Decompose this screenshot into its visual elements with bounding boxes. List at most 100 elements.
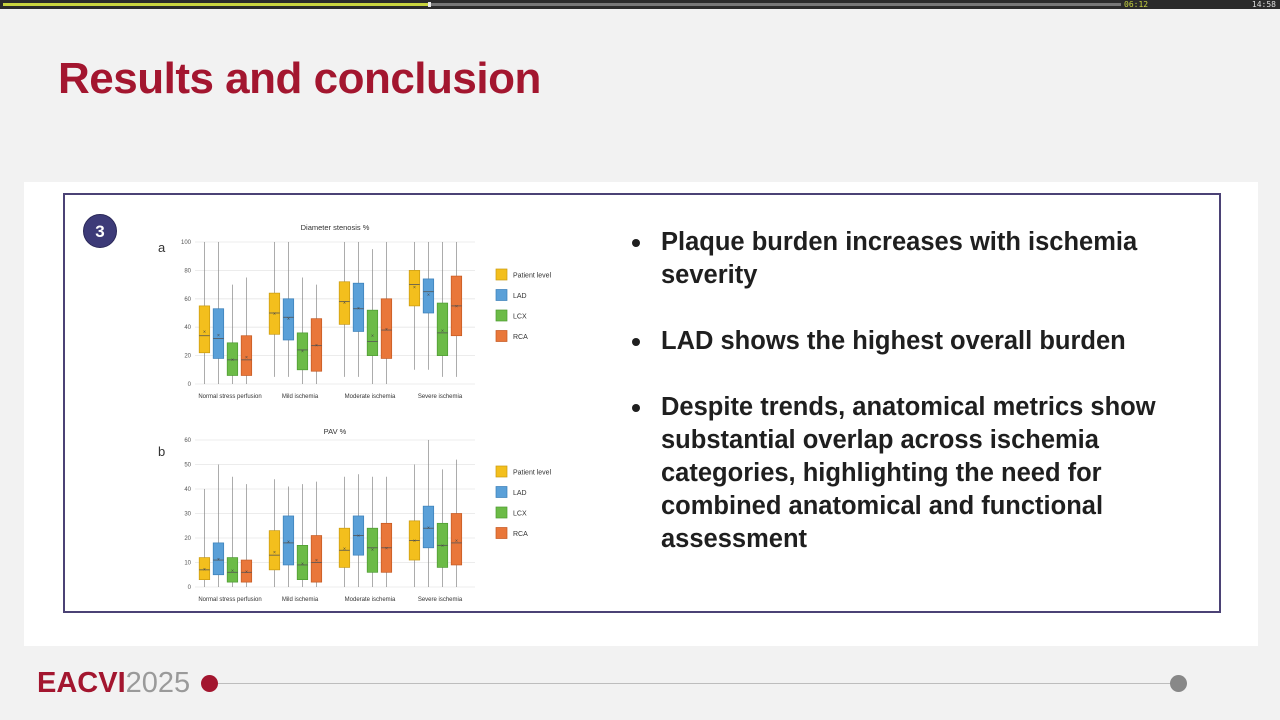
mean-marker: × [385, 546, 388, 552]
mean-marker: × [217, 557, 220, 563]
box-lcx [296, 332, 309, 371]
mean-marker: × [455, 304, 458, 310]
y-tick-label: 30 [184, 512, 191, 518]
box-rca [310, 318, 323, 372]
mean-marker: × [371, 547, 374, 553]
footer-divider [218, 683, 1178, 684]
legend-swatch [495, 465, 508, 478]
progress-fill [3, 3, 428, 6]
slide-title: Results and conclusion [58, 54, 541, 103]
chart-title: PAV % [324, 427, 347, 436]
mean-marker: × [357, 306, 360, 312]
y-tick-label: 10 [184, 561, 191, 567]
mean-marker: × [231, 357, 234, 363]
legend-swatch [495, 309, 508, 322]
mean-marker: × [343, 547, 346, 553]
mean-marker: × [245, 569, 248, 575]
box-lcx [226, 557, 239, 583]
progress-track[interactable] [3, 2, 1121, 7]
mean-marker: × [427, 525, 430, 531]
mean-marker: × [455, 538, 458, 544]
legend-label: RCA [513, 531, 528, 538]
mean-marker: × [413, 538, 416, 544]
mean-marker: × [413, 285, 416, 291]
mean-marker: × [273, 311, 276, 317]
mean-marker: × [315, 343, 318, 349]
box-lad [212, 542, 225, 576]
box-patient-level [338, 527, 351, 568]
elapsed-time: 06:12 [1124, 0, 1149, 9]
y-tick-label: 20 [184, 354, 191, 360]
box-rca [380, 298, 393, 359]
mean-marker: × [301, 349, 304, 355]
legend-label: LCX [513, 511, 527, 518]
box-patient-level [338, 281, 351, 325]
mean-marker: × [231, 569, 234, 575]
x-tick-label: Mild ischemia [282, 597, 319, 603]
y-tick-label: 80 [184, 268, 191, 274]
box-rca [450, 513, 463, 566]
mean-marker: × [357, 534, 360, 540]
box-lcx [436, 302, 449, 356]
box-lad [282, 298, 295, 341]
y-tick-label: 0 [188, 382, 192, 388]
legend-swatch [495, 506, 508, 519]
chart-pav: b PAV % 0 10 20 30 40 50 60 × × × × Normal stress per… [150, 420, 580, 610]
box-lcx [226, 342, 239, 376]
legend-swatch [495, 268, 508, 281]
mean-marker: × [301, 561, 304, 567]
box-patient-level [408, 270, 421, 307]
mean-marker: × [441, 543, 444, 549]
step-badge: 3 [83, 214, 117, 248]
chart-title: Diameter stenosis % [301, 223, 370, 232]
panel-label: a [158, 240, 166, 255]
footer-end-dot [1170, 675, 1187, 692]
legend-swatch [495, 486, 508, 498]
x-tick-label: Severe ischemia [418, 597, 463, 603]
box-lcx [366, 309, 379, 356]
y-tick-label: 60 [184, 297, 191, 303]
y-tick-label: 50 [184, 463, 191, 469]
chart-diameter-stenosis: a Diameter stenosis % 0 20 40 60 80 100 × × × × Norm… [150, 216, 580, 408]
y-tick-label: 20 [184, 536, 191, 542]
video-progress-bar[interactable]: 06:12 14:58 [0, 0, 1280, 9]
y-tick-label: 40 [184, 325, 191, 331]
legend-label: Patient level [513, 470, 552, 477]
box-lad [422, 278, 435, 314]
mean-marker: × [245, 355, 248, 361]
legend-swatch [495, 330, 508, 342]
box-patient-level [198, 557, 211, 581]
mean-marker: × [287, 539, 290, 545]
box-patient-level [268, 530, 281, 571]
legend-swatch [495, 289, 508, 301]
total-duration: 14:58 [1251, 0, 1276, 9]
y-tick-label: 100 [181, 240, 192, 246]
bullet-item: LAD shows the highest overall burden [628, 325, 1198, 358]
bullet-item: Plaque burden increases with ischemia se… [628, 226, 1198, 292]
y-tick-label: 0 [188, 585, 192, 591]
eacvi-logo: EACVI2025 [37, 666, 190, 700]
mean-marker: × [385, 327, 388, 333]
legend-label: RCA [513, 334, 528, 341]
mean-marker: × [203, 567, 206, 573]
logo-brand: EACVI [37, 667, 126, 699]
mean-marker: × [273, 550, 276, 556]
mean-marker: × [343, 301, 346, 307]
x-tick-label: Normal stress perfusion [198, 394, 261, 400]
box-lad [352, 282, 365, 332]
bullet-item: Despite trends, anatomical metrics show … [628, 391, 1198, 556]
box-patient-level [268, 292, 281, 335]
box-patient-level [198, 305, 211, 354]
progress-handle[interactable] [427, 2, 431, 7]
mean-marker: × [287, 317, 290, 323]
panel-label: b [158, 444, 165, 459]
x-tick-label: Moderate ischemia [345, 394, 396, 400]
mean-marker: × [217, 333, 220, 339]
mean-marker: × [203, 329, 206, 335]
box-rca [310, 535, 323, 583]
box-lcx [296, 544, 309, 580]
legend-label: Patient level [513, 273, 552, 280]
x-tick-label: Severe ischemia [418, 394, 463, 400]
x-tick-label: Normal stress perfusion [198, 597, 261, 603]
x-tick-label: Mild ischemia [282, 394, 319, 400]
